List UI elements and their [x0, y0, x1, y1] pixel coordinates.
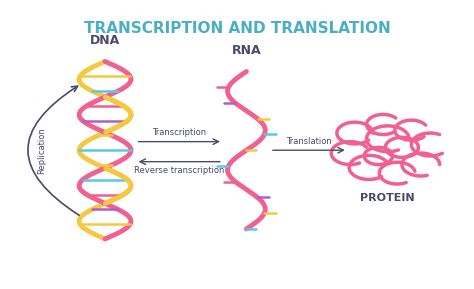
Text: DNA: DNA	[90, 34, 120, 47]
Text: RNA: RNA	[232, 44, 261, 57]
Text: PROTEIN: PROTEIN	[361, 193, 415, 203]
Text: Replication: Replication	[37, 127, 46, 174]
Text: Transcription: Transcription	[152, 128, 206, 137]
Text: Reverse transcription: Reverse transcription	[134, 166, 225, 175]
Text: TRANSCRIPTION AND TRANSLATION: TRANSCRIPTION AND TRANSLATION	[83, 21, 391, 36]
Text: Translation: Translation	[286, 137, 332, 146]
